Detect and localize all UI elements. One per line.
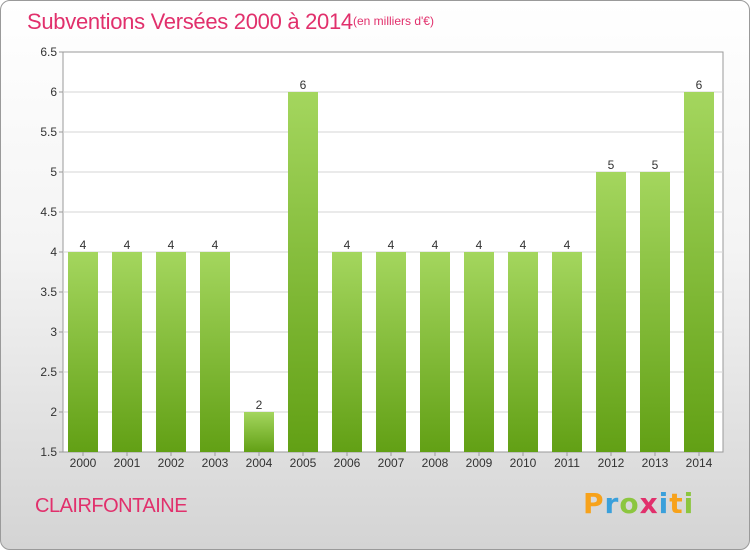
data-label: 4	[124, 238, 131, 252]
logo-letter: P	[583, 487, 605, 520]
x-tick-label: 2009	[466, 456, 493, 470]
bar-2007	[376, 252, 406, 452]
y-tick-label: 2.5	[40, 365, 57, 379]
x-tick-label: 2010	[510, 456, 537, 470]
data-label: 4	[432, 238, 439, 252]
bar-2011	[552, 252, 582, 452]
data-label: 4	[520, 238, 527, 252]
proxiti-logo: Proxiti	[583, 487, 694, 520]
bar-2002	[156, 252, 186, 452]
x-tick-label: 2008	[422, 456, 449, 470]
x-tick-label: 2004	[246, 456, 273, 470]
bar-2014	[684, 92, 714, 452]
y-tick-label: 3	[50, 325, 57, 339]
y-tick-label: 4.5	[40, 205, 57, 219]
x-tick-label: 2012	[598, 456, 625, 470]
x-tick-label: 2002	[158, 456, 185, 470]
data-label: 4	[80, 238, 87, 252]
x-tick-label: 2013	[642, 456, 669, 470]
y-tick-label: 1.5	[40, 445, 57, 459]
data-label: 4	[476, 238, 483, 252]
y-tick-label: 2	[50, 405, 57, 419]
y-tick-label: 5.5	[40, 125, 57, 139]
logo-letter: t	[669, 487, 684, 520]
y-tick-label: 6.5	[40, 45, 57, 59]
bar-2013	[640, 172, 670, 452]
data-label: 4	[388, 238, 395, 252]
bars	[68, 92, 714, 452]
logo-letter: x	[639, 487, 659, 520]
logo-letter: o	[619, 487, 640, 520]
x-axis: 2000 2001 2002 2003 2004 2005 2006 2007 2008 2009…	[70, 452, 713, 470]
y-axis: 1.5 2 2.5 3 3.5 4 4.5 5 5.5 6 6.5	[40, 45, 63, 459]
bar-2010	[508, 252, 538, 452]
y-tick-label: 5	[50, 165, 57, 179]
bar-2009	[464, 252, 494, 452]
y-tick-label: 3.5	[40, 285, 57, 299]
chart-subtitle: (en milliers d'€)	[353, 14, 434, 28]
bar-2000	[68, 252, 98, 452]
logo-letter: i	[683, 487, 695, 520]
data-labels: 4 4 4 4 2 6 4 4 4 4 4 4 5 5 6	[80, 78, 703, 412]
x-tick-label: 2006	[334, 456, 361, 470]
chart-title: Subventions Versées 2000 à 2014	[27, 9, 353, 34]
x-tick-label: 2003	[202, 456, 229, 470]
data-label: 4	[168, 238, 175, 252]
x-tick-label: 2014	[686, 456, 713, 470]
logo-letter: i	[658, 487, 670, 520]
data-label: 4	[212, 238, 219, 252]
x-tick-label: 2005	[290, 456, 317, 470]
logo-letter: r	[604, 487, 620, 520]
data-label: 4	[564, 238, 571, 252]
bar-2006	[332, 252, 362, 452]
bar-2008	[420, 252, 450, 452]
data-label: 5	[608, 158, 615, 172]
bar-2003	[200, 252, 230, 452]
y-tick-label: 4	[50, 245, 57, 259]
x-tick-label: 2011	[554, 456, 580, 470]
data-label: 6	[696, 78, 703, 92]
x-tick-label: 2001	[114, 456, 141, 470]
data-label: 6	[300, 78, 307, 92]
bar-2005	[288, 92, 318, 452]
y-tick-label: 6	[50, 85, 57, 99]
bar-2001	[112, 252, 142, 452]
x-tick-label: 2007	[378, 456, 405, 470]
data-label: 4	[344, 238, 351, 252]
data-label: 5	[652, 158, 659, 172]
bar-2004	[244, 412, 274, 452]
bar-2012	[596, 172, 626, 452]
data-label: 2	[256, 398, 263, 412]
x-tick-label: 2000	[70, 456, 97, 470]
commune-name: CLAIRFONTAINE	[35, 495, 188, 517]
